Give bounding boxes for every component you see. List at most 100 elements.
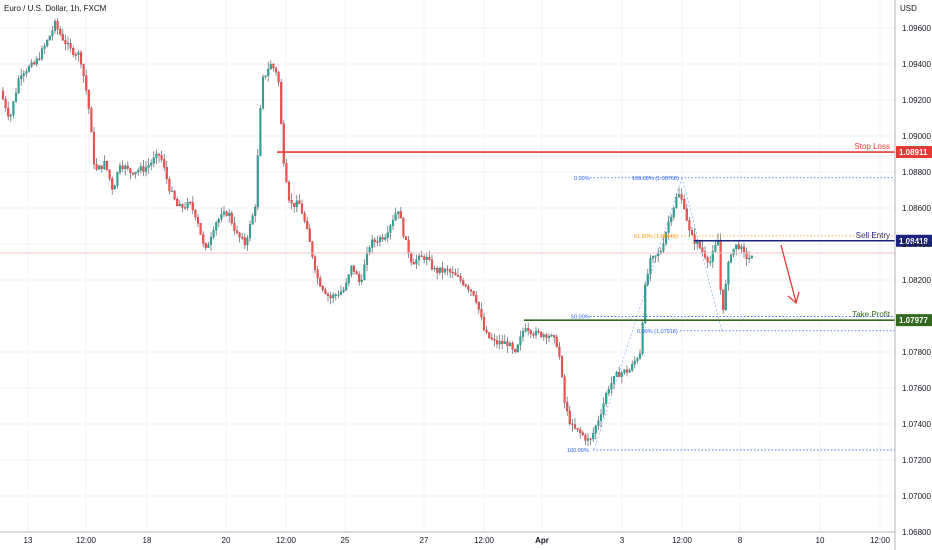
candle-body (430, 259, 434, 270)
candle-body (282, 123, 285, 164)
candle-body (615, 372, 618, 377)
price-tick-label: 1.09600 (902, 24, 931, 33)
time-tick-label: 10 (816, 536, 825, 545)
candle-body (319, 277, 322, 287)
candle-body (98, 165, 101, 170)
candle-body (285, 163, 288, 183)
candle-body (113, 185, 116, 190)
candle-body (667, 221, 670, 233)
candle-body (534, 330, 538, 336)
candle-body (464, 284, 467, 287)
candle-body (508, 342, 512, 347)
candle-body (137, 170, 140, 173)
time-tick-label: 27 (420, 536, 429, 545)
candle-body (64, 40, 67, 45)
candle-body (581, 432, 584, 436)
candle-body (61, 33, 64, 41)
candle-body (459, 276, 462, 281)
time-tick-label: 13 (24, 536, 33, 545)
candle-body (740, 246, 743, 249)
candle-body (100, 165, 103, 170)
candle-body (287, 181, 291, 201)
candle-body (750, 255, 753, 259)
candle-body (248, 224, 252, 239)
time-tick-label: 8 (738, 536, 743, 545)
candle-body (745, 251, 748, 259)
fib-label-50: 50.00% (571, 315, 590, 321)
candle-body (368, 247, 371, 253)
candle-body (313, 256, 317, 270)
candle-body (472, 291, 475, 296)
candle-body (321, 286, 324, 290)
candle-body (129, 168, 132, 174)
candle-body (196, 216, 200, 224)
time-tick-label: 12:00 (76, 536, 97, 545)
candle-body (397, 211, 400, 214)
price-tick-label: 1.07600 (902, 384, 931, 393)
candle-body (703, 251, 707, 258)
candle-body (589, 438, 592, 440)
candle-body (602, 403, 605, 415)
candle-body (118, 165, 122, 173)
time-tick-label: 12:00 (474, 536, 495, 545)
candle-body (33, 62, 36, 65)
candle-body (709, 261, 712, 263)
candle-body (339, 291, 343, 295)
candle-body (532, 333, 535, 336)
candle-body (696, 241, 699, 244)
candle-body (74, 54, 77, 56)
candle-body (347, 274, 350, 284)
candle-body (170, 190, 174, 192)
candle-body (553, 335, 556, 338)
candle-body (597, 420, 600, 427)
candle-body (168, 178, 171, 192)
candle-body (399, 211, 402, 219)
candle-body (485, 329, 488, 333)
candle-body (108, 169, 111, 179)
take-profit-price-tag (896, 314, 932, 327)
candle-body (506, 341, 509, 347)
candle-body (394, 213, 397, 221)
candle-body (220, 214, 223, 220)
candle-body (545, 334, 548, 338)
candle-body (373, 239, 376, 242)
candle-body (711, 251, 714, 262)
candle-body (693, 234, 696, 244)
candle-body (384, 237, 387, 240)
candle-body (576, 428, 579, 430)
candle-body (469, 289, 473, 292)
candle-body (228, 212, 231, 216)
levels: Stop Loss 1.08911 Sell Entry 1.08418 Take Pr… (0, 142, 932, 327)
candle-body (436, 268, 439, 273)
candle-body (186, 202, 189, 208)
candle-body (592, 433, 595, 440)
price-axis[interactable]: 1.09600 1.09400 1.09200 1.09000 1.08800 1.086… (894, 0, 931, 550)
candle-body (644, 284, 647, 323)
take-profit-label: Take Profit (852, 310, 891, 319)
candle-body (95, 164, 98, 170)
candle-body (66, 42, 70, 45)
candle-body (391, 220, 395, 226)
candle-body (251, 215, 254, 225)
candle-body (381, 237, 384, 240)
candle-body (124, 165, 127, 170)
candle-body (246, 237, 249, 246)
candle-body (628, 370, 631, 373)
candle-body (690, 230, 694, 235)
candle-body (501, 341, 504, 344)
candle-body (495, 340, 499, 345)
candle-body (438, 267, 441, 273)
time-tick-label: 12:00 (672, 536, 693, 545)
candle-body (735, 244, 738, 250)
candle-body (142, 166, 145, 172)
time-axis[interactable]: 13 12:00 18 20 12:00 25 27 12:00 Apr 3 12:00 8 10 12:… (0, 531, 895, 545)
candle-body (121, 165, 124, 170)
candle-body (547, 335, 551, 338)
candle-body (516, 344, 519, 353)
candle-body (610, 383, 613, 390)
candle-body (35, 58, 38, 65)
currency-label: USD (900, 4, 917, 13)
candle-body (555, 337, 558, 347)
candle-body (209, 237, 213, 245)
